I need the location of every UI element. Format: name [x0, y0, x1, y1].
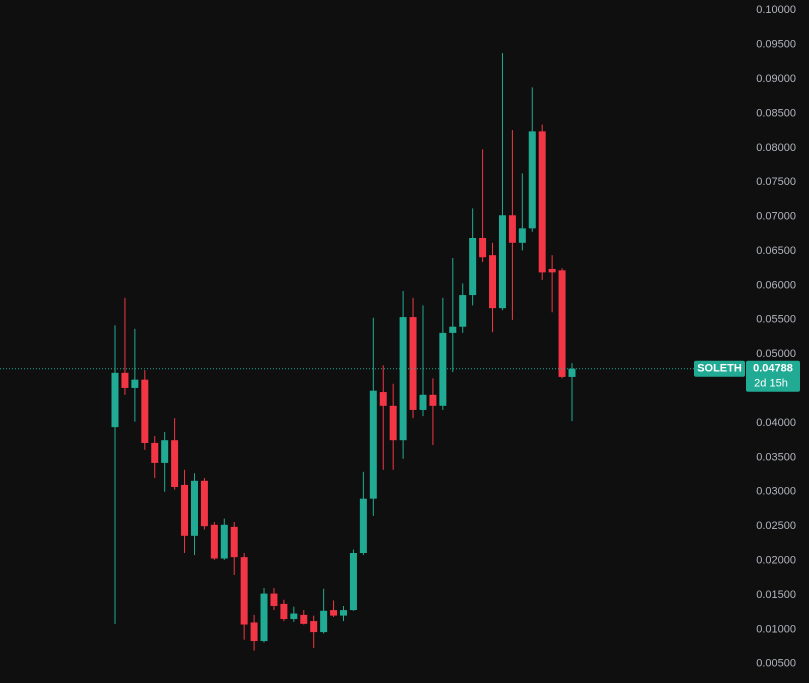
y-tick-label: 0.06000	[756, 279, 796, 291]
candle-body	[479, 237, 487, 258]
candle-body	[151, 442, 159, 463]
y-tick-label: 0.06500	[756, 245, 796, 257]
candle-body	[568, 368, 576, 377]
candle-body	[161, 440, 169, 463]
candle-body	[270, 593, 278, 606]
candle-body	[449, 326, 457, 333]
y-tick-label: 0.09000	[756, 73, 796, 85]
candle-body	[290, 613, 298, 620]
y-tick-label: 0.05000	[756, 348, 796, 360]
candle-body	[508, 215, 516, 243]
candle-body	[349, 553, 357, 611]
candle-body	[548, 268, 556, 273]
candle-body	[121, 372, 129, 388]
candle-body	[310, 621, 318, 633]
candle-body	[419, 394, 427, 410]
candle-body	[429, 394, 437, 406]
candle-body	[330, 610, 338, 616]
candle-body	[439, 332, 447, 406]
candle-body	[459, 295, 467, 327]
candle-body	[528, 131, 536, 229]
countdown-label: 2d 15h	[754, 378, 788, 390]
candle-body	[489, 255, 497, 309]
y-tick-label: 0.02000	[756, 554, 796, 566]
y-tick-label: 0.01500	[756, 589, 796, 601]
candle-body	[558, 270, 566, 377]
y-tick-label: 0.05500	[756, 314, 796, 326]
y-tick-label: 0.08000	[756, 142, 796, 154]
y-tick-label: 0.02500	[756, 520, 796, 532]
candle-body	[230, 526, 238, 558]
candle-body	[320, 610, 328, 633]
candle-body	[379, 392, 387, 406]
candle-body	[181, 484, 189, 536]
symbol-box	[694, 360, 745, 377]
y-tick-label: 0.07000	[756, 211, 796, 223]
candle-body	[260, 593, 268, 642]
candle-body	[300, 614, 308, 624]
y-tick-label: 0.04000	[756, 417, 796, 429]
y-tick-label: 0.08500	[756, 107, 796, 119]
candle-body	[340, 610, 347, 616]
candle-body	[409, 317, 417, 410]
y-tick-label: 0.00500	[756, 658, 796, 670]
candle-body	[498, 215, 506, 309]
price-box	[746, 360, 800, 392]
candle-body	[359, 498, 367, 554]
candle-body	[369, 390, 377, 499]
y-tick-label: 0.09500	[756, 39, 796, 51]
y-tick-label: 0.10000	[756, 4, 796, 16]
candle-body	[200, 480, 208, 527]
candle-body	[131, 379, 139, 388]
y-tick-label: 0.07500	[756, 176, 796, 188]
candle-body	[240, 557, 248, 625]
candle-body	[250, 622, 258, 642]
symbol-label: SOLETH	[697, 363, 742, 375]
last-price-label: 0.04788	[753, 363, 793, 375]
candle-body	[538, 131, 546, 273]
candle-body	[111, 372, 119, 428]
candle-body	[220, 524, 228, 559]
candle-body	[469, 237, 477, 296]
y-tick-label: 0.03500	[756, 451, 796, 463]
candle-body	[389, 405, 397, 441]
candles	[111, 52, 576, 651]
price-badge: SOLETH 0.04788 2d 15h	[0, 360, 800, 392]
candle-body	[518, 228, 526, 243]
candle-body	[210, 524, 218, 559]
y-tick-label: 0.03000	[756, 486, 796, 498]
candle-body	[190, 480, 198, 536]
candle-body	[171, 440, 179, 487]
candle-body	[399, 317, 407, 441]
candle-body	[141, 379, 149, 443]
y-tick-label: 0.01000	[756, 623, 796, 635]
candle-body	[280, 603, 288, 620]
price-axis: 0.10000 0.09500 0.09000 0.08500 0.08000 0.075…	[746, 4, 796, 670]
